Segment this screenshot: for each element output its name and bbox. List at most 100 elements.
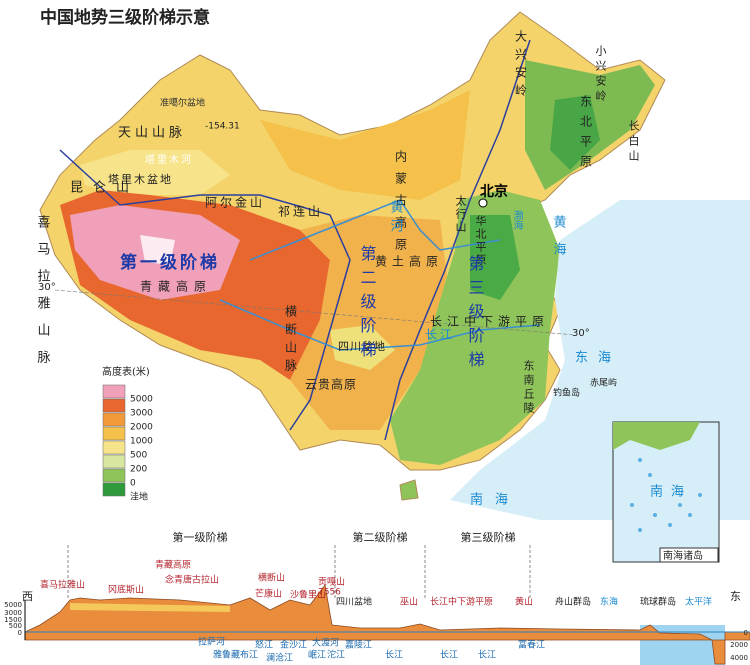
- map-label: 阿尔金山: [205, 195, 265, 210]
- profile-bottom-label: 沱江: [327, 649, 345, 661]
- legend-label: 0: [130, 479, 136, 489]
- step-boundary: [59, 149, 351, 431]
- legend-swatch: [102, 482, 126, 497]
- legend-swatch: [102, 440, 126, 455]
- map-label: 渤海: [511, 209, 523, 231]
- profile-left-tick: 500: [9, 622, 22, 630]
- map-label: 长白山: [627, 120, 640, 165]
- map-label: 第一级阶梯: [120, 252, 220, 273]
- map-label: 准噶尔盆地: [160, 97, 205, 109]
- map-label: 天山山脉: [118, 126, 186, 141]
- sichuan-basin: [330, 325, 395, 370]
- profile-terrain: [24, 584, 750, 665]
- legend-swatch: [102, 398, 126, 413]
- river: [249, 199, 501, 261]
- map-label: 太行山: [454, 195, 467, 234]
- map-label: 北京: [480, 183, 508, 200]
- profile-left-tick: 1500: [4, 616, 22, 624]
- legend-label: 洼地: [130, 491, 148, 503]
- north-yellow: [260, 90, 470, 200]
- legend-swatch: [102, 468, 126, 483]
- legend-swatch: [102, 412, 126, 427]
- profile-top-label: 横断山: [258, 572, 285, 584]
- map-label: 钓鱼岛: [553, 387, 580, 399]
- profile-step: 第一级阶梯: [173, 530, 228, 544]
- map-label: 云贵高原: [305, 377, 357, 392]
- profile-bottom-label: 嘉陵江: [345, 639, 372, 651]
- island: [653, 513, 657, 517]
- profile-top-label: 7556: [318, 588, 341, 598]
- profile-bottom-label: 长江: [440, 649, 458, 661]
- latitude-line: [54, 289, 576, 336]
- profile-step: 第三级阶梯: [461, 530, 516, 544]
- map-label: 塔里木河: [145, 153, 193, 166]
- island: [638, 528, 642, 532]
- map-label: 青藏高原: [140, 279, 212, 294]
- island: [678, 503, 682, 507]
- legend-swatch: [102, 384, 126, 399]
- legend-label: 5000: [130, 395, 153, 405]
- map-label: 黄土高原: [375, 254, 443, 269]
- island: [688, 513, 692, 517]
- title: 中国地势三级阶梯示意: [40, 7, 210, 28]
- map-label: -154.31: [205, 122, 240, 132]
- second-step: [290, 215, 450, 430]
- map-label: 大兴安岭: [514, 30, 528, 102]
- legend-label: 2000: [130, 423, 153, 433]
- north-china-plain: [470, 215, 520, 300]
- legend-label: 500: [130, 451, 147, 461]
- legend-title: 高度表(米): [102, 365, 150, 378]
- legend-label: 3000: [130, 409, 153, 419]
- map-label: 第二级阶梯: [358, 245, 377, 365]
- map-label: 东南丘陵: [522, 360, 535, 416]
- map-label: 横断山脉: [284, 305, 298, 377]
- snow-peaks: [140, 235, 175, 265]
- map-label: 四川盆地: [338, 339, 386, 353]
- profile-bottom-label: 岷江: [308, 650, 326, 661]
- legend-label: 200: [130, 465, 147, 475]
- profile-left-tick: 5000: [4, 601, 22, 609]
- profile-top-label: 沙鲁里山: [290, 589, 326, 601]
- profile-bottom-label: 大渡河: [312, 637, 339, 649]
- profile-west: 西: [22, 590, 33, 603]
- profile-high-band: [70, 603, 230, 612]
- profile-top-label: 贡嘎山: [318, 577, 345, 588]
- profile-east: 东: [730, 590, 741, 603]
- profile-top-label: 巫山: [400, 597, 418, 608]
- inset-sea: 南海: [650, 484, 692, 500]
- map-label: 30°: [38, 282, 56, 293]
- map-label: 祁连山: [278, 204, 323, 219]
- profile-top-label: 舟山群岛: [555, 596, 591, 608]
- profile-top-label: 长江中下游平原: [430, 596, 493, 608]
- profile-top-label: 念青唐古拉山: [165, 574, 219, 586]
- map-label: 南海: [470, 492, 520, 508]
- hainan: [399, 479, 419, 501]
- map-label: 塔里木盆地: [108, 172, 173, 186]
- map-label: 华北平原: [474, 214, 487, 267]
- profile-top-label: 青藏高原: [155, 559, 191, 571]
- map-label: 黄海: [551, 215, 567, 269]
- profile-bottom-label: 金沙江: [280, 639, 307, 651]
- profile-left-tick: 3000: [4, 609, 22, 617]
- profile-bottom-label: 雅鲁藏布江: [213, 649, 258, 661]
- island: [668, 523, 672, 527]
- profile-top-label: 黄山: [515, 596, 533, 608]
- step-boundary: [384, 39, 531, 441]
- desert-basin: [80, 150, 230, 195]
- map-label: 喜马拉雅山脉: [35, 215, 51, 377]
- capital-marker: [478, 198, 488, 208]
- island: [638, 458, 642, 462]
- map-label: 小兴安岭: [594, 45, 607, 105]
- profile-top-label: 琉球群岛: [640, 596, 676, 608]
- northeast-plain: [550, 95, 600, 170]
- profile-top-label: 东海: [600, 596, 618, 608]
- map-label: 长江: [425, 328, 455, 342]
- map-label: 第三级阶梯: [466, 255, 485, 375]
- river: [219, 299, 541, 351]
- profile-bottom-label: 怒江: [255, 639, 273, 651]
- profile-bottom-label: 长江: [478, 649, 496, 661]
- map-label: 东北平原: [579, 95, 593, 175]
- island: [648, 473, 652, 477]
